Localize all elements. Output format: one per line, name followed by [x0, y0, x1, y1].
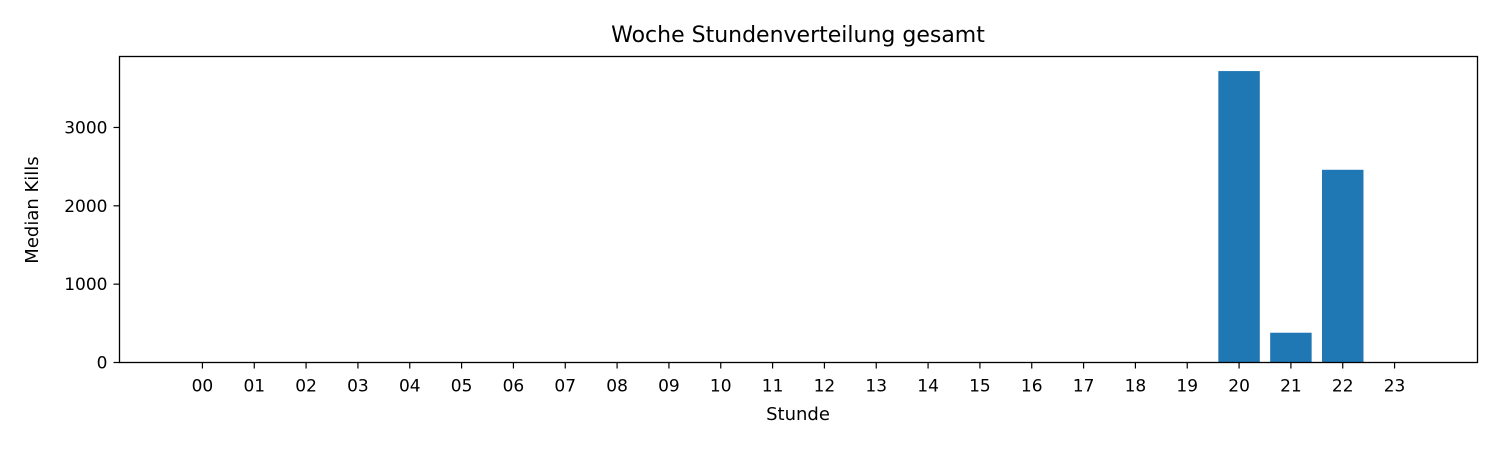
bar-21: [1270, 332, 1312, 363]
bars: [1218, 71, 1364, 363]
x-tick-label: 06: [503, 377, 525, 397]
bar-20: [1218, 71, 1260, 363]
x-tick-label: 18: [1125, 377, 1147, 397]
x-tick-label: 05: [451, 377, 473, 397]
x-tick-label: 14: [917, 377, 939, 397]
x-tick-label: 15: [969, 377, 991, 397]
y-tick-label: 2000: [64, 197, 107, 217]
chart-title: Woche Stundenverteilung gesamt: [611, 23, 985, 48]
y-axis-ticks: 0 1000 2000 3000: [64, 118, 120, 374]
x-tick-label: 16: [1021, 377, 1043, 397]
plot-frame: [118, 55, 1479, 364]
x-axis-label: Stunde: [766, 404, 830, 425]
x-tick-label: 20: [1228, 377, 1250, 397]
y-tick-label: 1000: [64, 275, 107, 295]
x-tick-label: 02: [295, 377, 317, 397]
x-tick-label: 11: [762, 377, 784, 397]
x-tick-label: 23: [1384, 377, 1406, 397]
x-tick-label: 21: [1280, 377, 1302, 397]
y-axis-label: Median Kills: [22, 156, 43, 263]
x-tick-label: 00: [192, 377, 214, 397]
y-tick-label: 3000: [64, 118, 107, 138]
x-tick-label: 01: [243, 377, 265, 397]
x-tick-label: 10: [710, 377, 732, 397]
bar-22: [1322, 169, 1364, 363]
y-tick-label: 0: [97, 354, 108, 374]
x-tick-label: 04: [399, 377, 421, 397]
x-tick-label: 09: [658, 377, 680, 397]
x-tick-label: 03: [347, 377, 369, 397]
x-axis-ticks: 00 01 02 03 04 05 06 07 08 09 10 11 12 13 14 15 16 17 18 19…: [192, 362, 1406, 397]
x-tick-label: 08: [606, 377, 628, 397]
x-tick-label: 22: [1332, 377, 1354, 397]
x-tick-label: 13: [865, 377, 887, 397]
x-tick-label: 19: [1176, 377, 1198, 397]
x-tick-label: 12: [814, 377, 836, 397]
x-tick-label: 17: [1073, 377, 1095, 397]
x-tick-label: 07: [554, 377, 576, 397]
